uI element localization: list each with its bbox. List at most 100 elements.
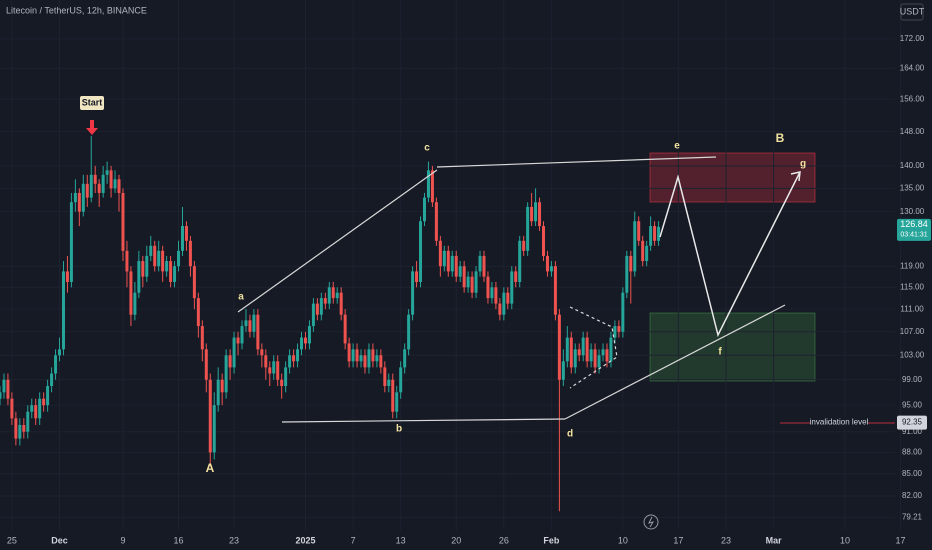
candle-body bbox=[296, 349, 300, 362]
candle-body bbox=[38, 398, 42, 419]
annotation: g bbox=[800, 159, 806, 170]
annotation: f bbox=[718, 347, 722, 358]
candle-body bbox=[530, 206, 534, 222]
candle-body bbox=[161, 250, 165, 272]
candle-body bbox=[494, 287, 498, 304]
annotation: c bbox=[424, 143, 430, 154]
x-tick-label: 16 bbox=[174, 535, 184, 545]
candle-body bbox=[605, 349, 609, 362]
candle-body bbox=[228, 355, 232, 368]
candle-body bbox=[260, 349, 264, 356]
candle-body bbox=[545, 255, 549, 272]
candle-body bbox=[157, 250, 161, 267]
candle-body bbox=[553, 266, 557, 315]
candle-body bbox=[347, 343, 351, 362]
x-tick-label: 9 bbox=[120, 535, 125, 545]
candle-body bbox=[641, 240, 645, 262]
candle-body bbox=[280, 379, 284, 386]
candle-body bbox=[399, 367, 403, 393]
candle-body bbox=[490, 287, 494, 299]
candle-body bbox=[149, 245, 153, 256]
drawings bbox=[86, 120, 895, 530]
y-tick-label: 156.00 bbox=[900, 94, 925, 103]
trend-line bbox=[237, 169, 438, 313]
candle-body bbox=[216, 379, 220, 406]
candle-body bbox=[268, 367, 272, 374]
candle-body bbox=[498, 303, 502, 315]
candle-body bbox=[204, 349, 208, 380]
countdown: 03:41:31 bbox=[900, 232, 927, 239]
candle-body bbox=[387, 379, 391, 386]
x-tick-label: Feb bbox=[543, 535, 560, 545]
candle-body bbox=[569, 337, 573, 368]
lightning-button[interactable] bbox=[643, 514, 659, 530]
labels: Litecoin / TetherUS, 12h, BINANCE USDT 1… bbox=[6, 3, 931, 545]
candle-body bbox=[117, 179, 121, 193]
x-tick-label: 13 bbox=[396, 535, 406, 545]
x-tick-label: 25 bbox=[7, 535, 17, 545]
candle-body bbox=[526, 206, 530, 251]
candle-body bbox=[609, 337, 613, 362]
candle-body bbox=[81, 183, 85, 212]
candle-body bbox=[30, 405, 34, 412]
candle-body bbox=[486, 276, 490, 299]
candle-body bbox=[407, 314, 411, 350]
candle-body bbox=[212, 405, 216, 453]
y-tick-label: 111.00 bbox=[900, 304, 924, 313]
candle-body bbox=[502, 292, 506, 315]
candle-body bbox=[633, 221, 637, 272]
candle-body bbox=[109, 170, 113, 189]
currency-label: USDT bbox=[900, 6, 925, 16]
candle-body bbox=[629, 255, 633, 272]
y-tick-label: 95.00 bbox=[902, 400, 923, 409]
annotation: A bbox=[206, 461, 215, 475]
candle-body bbox=[415, 271, 419, 282]
candle-body bbox=[18, 424, 22, 439]
candle-body bbox=[454, 255, 458, 277]
candle-body bbox=[593, 349, 597, 368]
x-tick-label: 26 bbox=[499, 535, 509, 545]
x-tick-label: 7 bbox=[351, 535, 356, 545]
candle-body bbox=[315, 303, 319, 315]
candle-body bbox=[597, 355, 601, 368]
candle-body bbox=[224, 355, 228, 393]
candle-body bbox=[446, 250, 450, 272]
candle-body bbox=[538, 202, 542, 227]
candle-body bbox=[200, 326, 204, 350]
y-tick-label: 99.00 bbox=[902, 375, 923, 384]
candle-body bbox=[50, 373, 54, 386]
candle-body bbox=[514, 271, 518, 282]
candle-body bbox=[173, 266, 177, 282]
candle-body bbox=[303, 337, 307, 344]
candle-body bbox=[196, 298, 200, 327]
candle-body bbox=[22, 424, 26, 432]
candle-body bbox=[244, 320, 248, 327]
candle-body bbox=[351, 349, 355, 362]
candle-body bbox=[192, 266, 196, 299]
candle-body bbox=[58, 349, 62, 356]
candle-body bbox=[276, 361, 280, 380]
zones bbox=[649, 152, 816, 382]
candle-body bbox=[129, 271, 133, 315]
candle-body bbox=[395, 392, 399, 412]
trend-line bbox=[281, 418, 566, 423]
candle-body bbox=[169, 261, 173, 282]
price-box bbox=[897, 218, 931, 241]
candle-body bbox=[125, 250, 129, 272]
candle-body bbox=[383, 367, 387, 386]
candle-body bbox=[121, 192, 125, 251]
candle-body bbox=[89, 174, 93, 198]
candle-body bbox=[232, 337, 236, 368]
candle-body bbox=[534, 202, 538, 222]
x-tick-label: 20 bbox=[451, 535, 461, 545]
annotation: e bbox=[674, 141, 680, 152]
candle-body bbox=[46, 385, 50, 406]
candle-body bbox=[69, 202, 73, 282]
currency-box[interactable] bbox=[900, 3, 924, 21]
x-tick-label: Mar bbox=[766, 535, 783, 545]
y-tick-label: 130.00 bbox=[900, 207, 925, 216]
candle-body bbox=[581, 337, 585, 356]
candle-body bbox=[252, 314, 256, 332]
candle-body bbox=[613, 326, 617, 338]
candle-body bbox=[482, 255, 486, 277]
